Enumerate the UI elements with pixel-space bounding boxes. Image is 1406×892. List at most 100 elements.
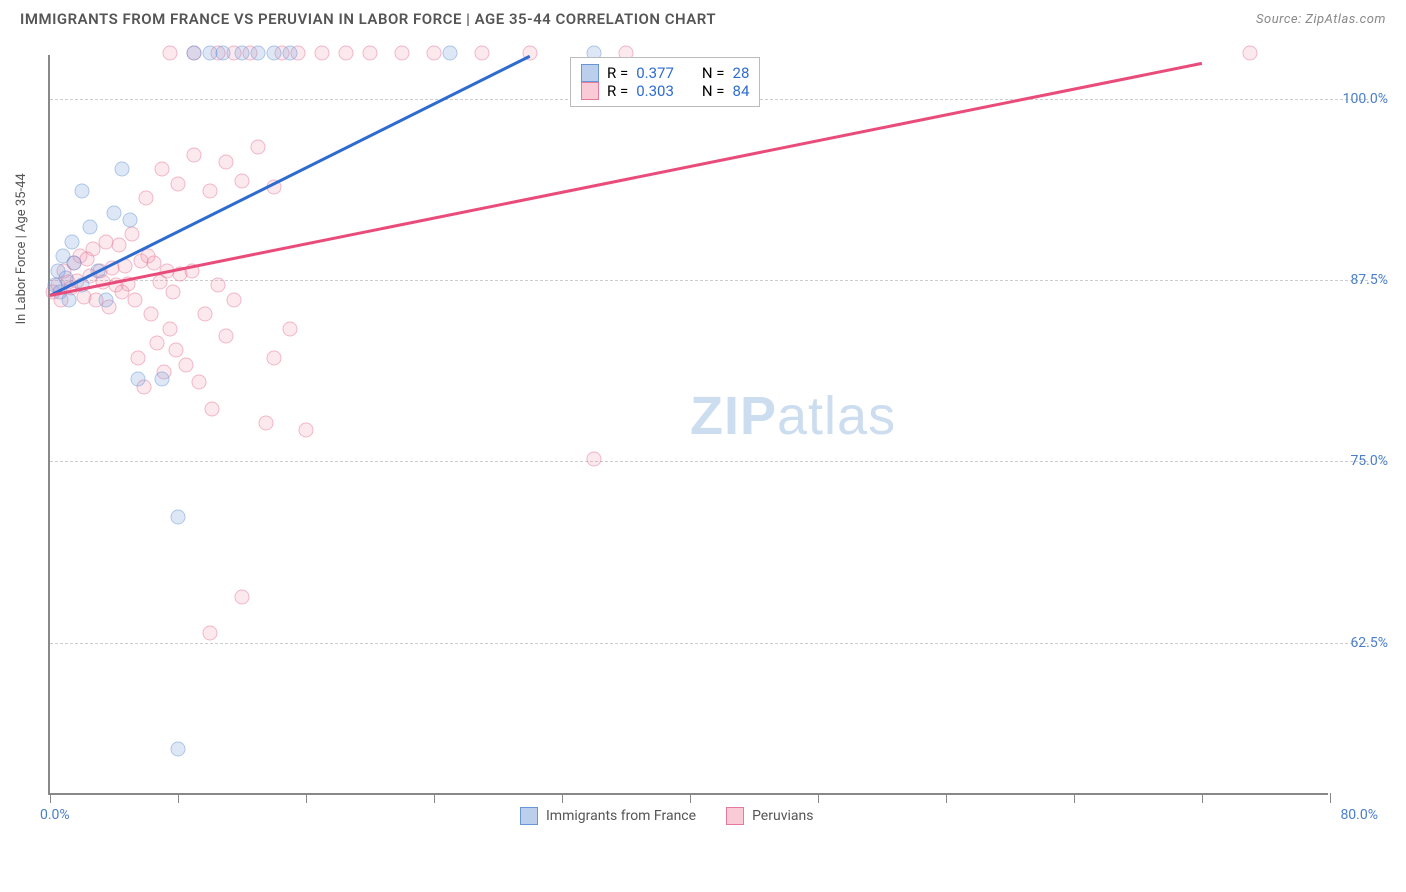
data-point — [166, 285, 181, 300]
x-tick — [306, 793, 307, 803]
data-point — [267, 46, 282, 61]
x-start-label: 0.0% — [40, 807, 70, 823]
data-point — [283, 46, 298, 61]
n-value: 84 — [733, 82, 750, 100]
data-point — [131, 372, 146, 387]
data-point — [123, 212, 138, 227]
legend-item: Immigrants from France — [520, 807, 696, 825]
y-tick-label: 87.5% — [1350, 272, 1388, 288]
data-point — [204, 401, 219, 416]
data-point — [65, 234, 80, 249]
data-point — [171, 742, 186, 757]
data-point — [124, 227, 139, 242]
y-axis-label: In Labor Force | Age 35-44 — [14, 173, 29, 324]
r-value: 0.303 — [636, 82, 674, 100]
data-point — [75, 183, 90, 198]
data-point — [267, 350, 282, 365]
data-point — [127, 292, 142, 307]
legend-swatch-icon — [726, 807, 744, 825]
data-point — [111, 237, 126, 252]
x-tick — [434, 793, 435, 803]
r-label: R = — [607, 64, 628, 82]
gridline — [50, 280, 1368, 281]
data-point — [339, 46, 354, 61]
x-tick — [562, 793, 563, 803]
data-point — [99, 292, 114, 307]
data-point — [163, 321, 178, 336]
legend-item: Peruvians — [726, 807, 813, 825]
data-point — [62, 292, 77, 307]
legend-label: Immigrants from France — [546, 808, 696, 824]
legend-swatch-icon — [581, 64, 599, 82]
data-point — [155, 162, 170, 177]
data-point — [169, 343, 184, 358]
data-point — [235, 590, 250, 605]
data-point — [67, 256, 82, 271]
data-point — [171, 510, 186, 525]
legend-row: R = 0.377 N = 28 — [581, 64, 749, 82]
x-tick — [1202, 793, 1203, 803]
chart-title: IMMIGRANTS FROM FRANCE VS PERUVIAN IN LA… — [20, 10, 716, 28]
x-tick — [50, 793, 51, 803]
legend-row: R = 0.303N = 84 — [581, 82, 749, 100]
data-point — [191, 375, 206, 390]
data-point — [251, 46, 266, 61]
n-label: N = — [702, 64, 725, 82]
correlation-legend: R = 0.377 N = 28R = 0.303 N = 84 — [570, 57, 760, 107]
gridline — [50, 643, 1368, 644]
data-point — [219, 328, 234, 343]
y-tick-label: 62.5% — [1350, 635, 1388, 651]
scatter-plot: ZIPatlas 62.5%75.0%87.5%100.0%0.0%80.0%R… — [48, 55, 1328, 795]
watermark: ZIPatlas — [690, 385, 896, 447]
data-point — [283, 321, 298, 336]
data-point — [235, 173, 250, 188]
data-point — [215, 46, 230, 61]
x-tick — [178, 793, 179, 803]
data-point — [131, 350, 146, 365]
data-point — [251, 140, 266, 155]
legend-swatch-icon — [581, 82, 599, 100]
data-point — [150, 336, 165, 351]
data-point — [227, 292, 242, 307]
data-point — [203, 183, 218, 198]
legend-label: Peruvians — [752, 808, 813, 824]
data-point — [203, 626, 218, 641]
series-legend: Immigrants from France Peruvians — [520, 807, 813, 825]
n-value: 28 — [733, 64, 750, 82]
source-label: Source: ZipAtlas.com — [1256, 12, 1386, 27]
y-tick-label: 100.0% — [1343, 91, 1388, 107]
data-point — [155, 372, 170, 387]
data-point — [143, 307, 158, 322]
x-tick — [946, 793, 947, 803]
data-point — [363, 46, 378, 61]
data-point — [259, 416, 274, 431]
r-value: 0.377 — [636, 64, 674, 82]
data-point — [198, 307, 213, 322]
data-point — [211, 278, 226, 293]
x-end-label: 80.0% — [1340, 807, 1378, 823]
data-point — [299, 423, 314, 438]
data-point — [163, 46, 178, 61]
x-tick — [1330, 793, 1331, 803]
data-point — [115, 162, 130, 177]
data-point — [139, 191, 154, 206]
x-tick — [818, 793, 819, 803]
x-tick — [690, 793, 691, 803]
data-point — [443, 46, 458, 61]
data-point — [187, 147, 202, 162]
data-point — [179, 357, 194, 372]
legend-swatch-icon — [520, 807, 538, 825]
data-point — [395, 46, 410, 61]
data-point — [315, 46, 330, 61]
data-point — [427, 46, 442, 61]
gridline — [50, 461, 1368, 462]
data-point — [1243, 46, 1258, 61]
n-label: N = — [702, 82, 725, 100]
data-point — [475, 46, 490, 61]
data-point — [187, 46, 202, 61]
data-point — [171, 176, 186, 191]
data-point — [83, 220, 98, 235]
data-point — [219, 154, 234, 169]
y-tick-label: 75.0% — [1350, 453, 1388, 469]
data-point — [235, 46, 250, 61]
